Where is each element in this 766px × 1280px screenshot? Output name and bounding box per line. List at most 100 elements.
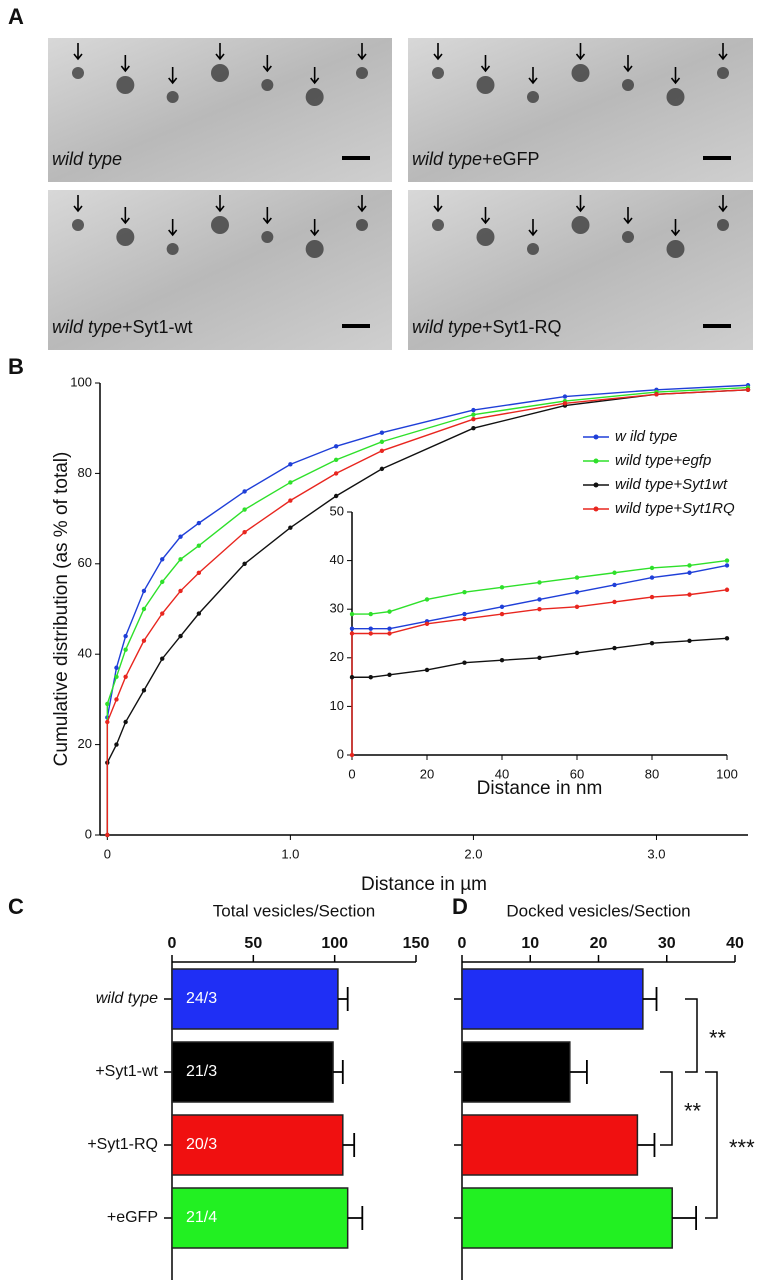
series-point <box>333 471 339 476</box>
vesicle <box>666 88 685 106</box>
significance-bracket <box>660 1071 673 1146</box>
y-tick-label: 50 <box>330 503 344 518</box>
arrow <box>357 43 367 61</box>
series-line <box>106 384 749 835</box>
series-point <box>462 611 467 617</box>
series-point <box>499 585 505 590</box>
legend-marker <box>593 482 599 488</box>
y-tick-label: 40 <box>330 552 344 567</box>
y-tick-label: 60 <box>78 555 92 570</box>
series-point <box>471 426 476 431</box>
series-point <box>288 480 293 485</box>
y-tick-label: +Syt1-wt <box>95 1063 158 1080</box>
vesicle <box>211 216 229 234</box>
series-point <box>387 631 392 636</box>
vesicle <box>356 67 368 79</box>
series-point <box>462 616 467 622</box>
arrow <box>480 55 491 73</box>
legend-label: wild type+egfp <box>615 452 711 469</box>
series-point <box>724 563 730 568</box>
series-point <box>562 401 568 406</box>
series-point <box>349 631 355 636</box>
n-label: 24/3 <box>186 990 217 1007</box>
series-point <box>114 665 119 670</box>
series-point <box>462 589 467 595</box>
series-point <box>537 655 542 660</box>
y-axis-label: Cumulative distribution (as % of total) <box>51 452 72 767</box>
arrow <box>670 67 681 85</box>
series-point <box>196 543 202 548</box>
series-point <box>123 719 128 725</box>
series-point <box>242 507 247 512</box>
arrow <box>480 207 491 225</box>
arrow <box>623 207 633 225</box>
error-bar <box>347 1206 364 1230</box>
y-tick-label: +eGFP <box>107 1209 158 1226</box>
error-bar <box>337 987 349 1011</box>
series-point <box>687 592 692 597</box>
series-point <box>178 534 183 539</box>
x-tick-label: 0 <box>168 935 177 952</box>
series-point <box>654 392 659 397</box>
series-point <box>379 466 385 472</box>
series-point <box>424 667 430 673</box>
y-tick-label: +Syt1-RQ <box>87 1136 158 1153</box>
arrow <box>528 219 538 237</box>
series-line <box>352 559 728 615</box>
series-point <box>574 589 580 595</box>
vesicle <box>717 219 729 231</box>
significance-bracket <box>685 998 698 1073</box>
series-point <box>612 582 617 588</box>
series-point <box>368 611 373 617</box>
series-point <box>687 563 692 568</box>
vesicle <box>476 228 495 246</box>
panel-label: D <box>452 894 468 919</box>
y-tick-label: 40 <box>78 646 92 661</box>
series-point <box>379 448 385 453</box>
bar <box>171 1114 344 1176</box>
bar <box>461 968 644 1030</box>
vesicle <box>305 88 324 106</box>
error-bar <box>672 1206 697 1230</box>
series-point <box>499 611 505 617</box>
series-point <box>724 587 730 592</box>
vesicle <box>527 243 539 255</box>
series-point <box>612 599 617 605</box>
x-tick-label: 20 <box>420 766 434 781</box>
bar <box>461 1114 639 1176</box>
label-plain: +Syt1-RQ <box>482 317 562 337</box>
arrow <box>718 43 728 61</box>
x-tick-label: 100 <box>321 935 348 952</box>
vesicle <box>527 91 539 103</box>
vesicle <box>476 76 495 94</box>
x-tick-label: 100 <box>716 766 738 781</box>
series-point <box>499 658 505 663</box>
panel-label: C <box>8 894 24 919</box>
series-point <box>242 561 247 566</box>
arrow <box>120 55 130 73</box>
legend-label: wild type+Syt1wt <box>615 476 728 493</box>
x-tick-label: 2.0 <box>464 846 482 861</box>
series-point <box>349 611 355 617</box>
arrow <box>120 207 130 225</box>
series-point <box>349 752 355 758</box>
arrow <box>262 55 272 73</box>
vesicle <box>116 228 135 246</box>
series-point <box>424 621 430 626</box>
panel-label: A <box>8 4 24 29</box>
label-plain: +Syt1-wt <box>122 317 193 337</box>
series-point <box>160 557 165 562</box>
vesicle <box>571 64 590 82</box>
micrograph <box>408 38 753 182</box>
series-point <box>178 557 183 562</box>
vesicle <box>432 67 444 79</box>
series-point <box>368 675 373 680</box>
x-tick-label: 0 <box>104 846 111 861</box>
vesicle <box>717 67 729 79</box>
series-point <box>114 697 119 702</box>
vesicle <box>261 231 274 243</box>
legend-label: wild type+Syt1RQ <box>615 500 735 517</box>
series-point <box>105 719 110 725</box>
vesicle <box>211 64 229 82</box>
significance-label: ** <box>684 1098 702 1123</box>
